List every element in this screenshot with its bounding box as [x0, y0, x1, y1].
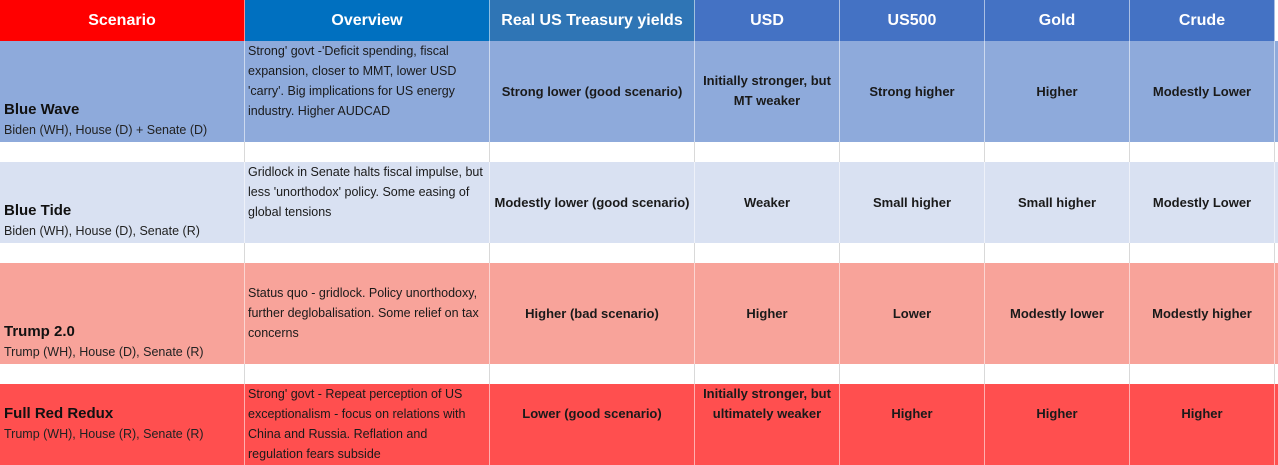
crude-cell[interactable]: Modestly Lower: [1130, 41, 1275, 142]
scenario-cell[interactable]: Blue Tide Biden (WH), House (D), Senate …: [0, 162, 245, 243]
us500-value: Higher: [891, 406, 933, 421]
us500-cell[interactable]: Strong higher: [840, 41, 985, 142]
us500-cell[interactable]: Higher: [840, 384, 985, 465]
spacer-row: [0, 243, 1278, 263]
scenario-composition: Trump (WH), House (R), Senate (R): [4, 426, 204, 441]
spacer-cell: [695, 364, 840, 384]
crude-value: Modestly Lower: [1152, 83, 1252, 99]
gold-value: Higher: [1036, 83, 1078, 99]
yields-cell[interactable]: Modestly lower (good scenario): [490, 162, 695, 243]
scenario-composition: Biden (WH), House (D), Senate (R): [4, 224, 200, 238]
scenario-cell[interactable]: Trump 2.0 Trump (WH), House (D), Senate …: [0, 263, 245, 364]
gold-value: Higher: [1036, 406, 1078, 421]
gold-cell[interactable]: Higher: [985, 41, 1130, 142]
scenario-name: Full Red Redux: [4, 404, 114, 422]
us500-cell[interactable]: Small higher: [840, 162, 985, 243]
spacer-cell: [985, 142, 1130, 162]
scenario-name: Blue Wave: [4, 101, 80, 118]
usd-cell[interactable]: Initially stronger, but ultimately weake…: [695, 384, 840, 465]
table-row: Blue Wave Biden (WH), House (D) + Senate…: [0, 41, 1278, 142]
us500-cell[interactable]: Lower: [840, 263, 985, 364]
spacer-cell: [0, 364, 245, 384]
spacer-cell: [245, 142, 490, 162]
spacer-row: [0, 364, 1278, 384]
crude-cell[interactable]: Modestly higher: [1130, 263, 1275, 364]
spacer-cell: [840, 142, 985, 162]
gold-cell[interactable]: Small higher: [985, 162, 1130, 243]
spacer-cell: [985, 364, 1130, 384]
crude-value: Higher: [1181, 406, 1223, 421]
overview-cell[interactable]: Gridlock in Senate halts fiscal impulse,…: [245, 162, 490, 243]
header-yields[interactable]: Real US Treasury yields: [490, 0, 695, 41]
overview-text: Gridlock in Senate halts fiscal impulse,…: [248, 165, 483, 219]
overview-text: Strong' govt - Repeat perception of US e…: [248, 387, 466, 461]
spacer-cell: [0, 243, 245, 263]
spacer-cell: [695, 243, 840, 263]
usd-cell[interactable]: Higher: [695, 263, 840, 364]
scenario-cell[interactable]: Full Red Redux Trump (WH), House (R), Se…: [0, 384, 245, 465]
spacer-cell: [245, 364, 490, 384]
header-scenario[interactable]: Scenario: [0, 0, 245, 41]
spacer-cell: [490, 364, 695, 384]
yields-cell[interactable]: Higher (bad scenario): [490, 263, 695, 364]
scenario-composition: Trump (WH), House (D), Senate (R): [4, 345, 204, 359]
scenario-name: Blue Tide: [4, 202, 72, 219]
spacer-cell: [1130, 243, 1275, 263]
spacer-cell: [0, 142, 245, 162]
crude-value: Modestly Lower: [1152, 194, 1252, 210]
spacer-cell: [840, 364, 985, 384]
header-crude[interactable]: Crude: [1130, 0, 1275, 41]
usd-cell[interactable]: Initially stronger, but MT weaker: [695, 41, 840, 142]
yields-value: Higher (bad scenario): [525, 305, 659, 321]
crude-cell[interactable]: Higher: [1130, 384, 1275, 465]
overview-text: Strong' govt -'Deficit spending, fiscal …: [248, 44, 457, 118]
overview-text: Status quo - gridlock. Policy unorthodox…: [248, 286, 479, 340]
spacer-cell: [1130, 142, 1275, 162]
header-row: Scenario Overview Real US Treasury yield…: [0, 0, 1278, 41]
overview-cell[interactable]: Strong' govt -'Deficit spending, fiscal …: [245, 41, 490, 142]
crude-cell[interactable]: Modestly Lower: [1130, 162, 1275, 243]
usd-value: Higher: [746, 305, 788, 321]
spacer-cell: [840, 243, 985, 263]
yields-value: Strong lower (good scenario): [501, 83, 683, 99]
gold-cell[interactable]: Modestly lower: [985, 263, 1130, 364]
yields-cell[interactable]: Strong lower (good scenario): [490, 41, 695, 142]
header-us500[interactable]: US500: [840, 0, 985, 41]
gold-value: Small higher: [1017, 194, 1097, 210]
gold-cell[interactable]: Higher: [985, 384, 1130, 465]
overview-cell[interactable]: Strong' govt - Repeat perception of US e…: [245, 384, 490, 465]
header-gold[interactable]: Gold: [985, 0, 1130, 41]
spacer-cell: [490, 243, 695, 263]
table-row: Blue Tide Biden (WH), House (D), Senate …: [0, 162, 1278, 243]
spacer-cell: [695, 142, 840, 162]
scenario-composition: Biden (WH), House (D) + Senate (D): [4, 123, 208, 137]
overview-cell[interactable]: Status quo - gridlock. Policy unorthodox…: [245, 263, 490, 364]
yields-value: Modestly lower (good scenario): [494, 194, 690, 210]
us500-value: Lower: [892, 305, 932, 321]
spacer-cell: [245, 243, 490, 263]
scenario-cell[interactable]: Blue Wave Biden (WH), House (D) + Senate…: [0, 41, 245, 142]
usd-value: Initially stronger, but ultimately weake…: [703, 386, 831, 421]
table-row: Trump 2.0 Trump (WH), House (D), Senate …: [0, 263, 1278, 364]
yields-value: Lower (good scenario): [522, 406, 662, 421]
yields-cell[interactable]: Lower (good scenario): [490, 384, 695, 465]
spacer-cell: [1130, 364, 1275, 384]
table-row: Full Red Redux Trump (WH), House (R), Se…: [0, 384, 1278, 465]
header-overview[interactable]: Overview: [245, 0, 490, 41]
scenario-name: Trump 2.0: [4, 323, 75, 340]
gold-value: Modestly lower: [1010, 305, 1104, 321]
us500-value: Small higher: [872, 194, 952, 210]
spacer-row: [0, 142, 1278, 162]
usd-cell[interactable]: Weaker: [695, 162, 840, 243]
header-usd[interactable]: USD: [695, 0, 840, 41]
crude-value: Modestly higher: [1152, 305, 1252, 321]
usd-value: Weaker: [743, 194, 790, 210]
usd-value: Initially stronger, but MT weaker: [703, 72, 831, 108]
spacer-cell: [490, 142, 695, 162]
spacer-cell: [985, 243, 1130, 263]
us500-value: Strong higher: [869, 83, 955, 99]
